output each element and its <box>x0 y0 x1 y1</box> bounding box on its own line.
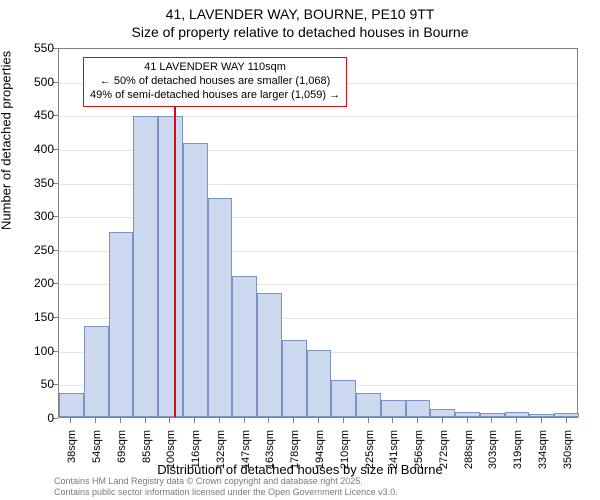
y-tick-label: 550 <box>10 41 54 55</box>
histogram-bar <box>529 414 554 417</box>
histogram-bar <box>84 326 109 417</box>
subject-property-marker <box>174 106 176 417</box>
histogram-bar <box>430 409 455 417</box>
histogram-bar <box>406 400 431 417</box>
annotation-line-smaller: ← 50% of detached houses are smaller (1,… <box>90 75 340 89</box>
x-tick-mark <box>70 418 71 423</box>
y-tick-label: 500 <box>10 75 54 89</box>
x-tick-mark <box>467 418 468 423</box>
x-tick-mark <box>541 418 542 423</box>
chart-title: 41, LAVENDER WAY, BOURNE, PE10 9TT <box>0 6 600 22</box>
x-tick-mark <box>293 418 294 423</box>
histogram-bar <box>208 198 233 417</box>
credit-line-2: Contains public sector information licen… <box>54 487 398 498</box>
histogram-bar <box>455 412 480 417</box>
histogram-bar <box>133 116 158 417</box>
x-tick-mark <box>194 418 195 423</box>
x-tick-mark <box>219 418 220 423</box>
x-axis-label: Distribution of detached houses by size … <box>0 462 600 477</box>
x-tick-mark <box>343 418 344 423</box>
x-tick-mark <box>145 418 146 423</box>
histogram-bar <box>183 143 208 417</box>
x-tick-mark <box>491 418 492 423</box>
histogram-bar <box>381 400 406 417</box>
y-tick-label: 400 <box>10 142 54 156</box>
histogram-bar <box>554 413 579 417</box>
histogram-bar <box>109 232 134 417</box>
y-tick-label: 50 <box>10 377 54 391</box>
y-tick-label: 250 <box>10 243 54 257</box>
histogram-bar <box>307 350 332 417</box>
histogram-bar <box>232 276 257 417</box>
histogram-bar <box>257 293 282 417</box>
y-tick-label: 0 <box>10 411 54 425</box>
x-tick-mark <box>442 418 443 423</box>
y-tick-label: 350 <box>10 176 54 190</box>
x-tick-mark <box>318 418 319 423</box>
x-tick-mark <box>95 418 96 423</box>
annotation-callout: 41 LAVENDER WAY 110sqm← 50% of detached … <box>83 57 347 107</box>
x-tick-mark <box>169 418 170 423</box>
annotation-title: 41 LAVENDER WAY 110sqm <box>90 61 340 75</box>
property-size-histogram: 41, LAVENDER WAY, BOURNE, PE10 9TT Size … <box>0 0 600 500</box>
x-tick-mark <box>417 418 418 423</box>
y-tick-label: 150 <box>10 310 54 324</box>
histogram-bar <box>59 393 84 417</box>
x-tick-mark <box>392 418 393 423</box>
x-tick-mark <box>244 418 245 423</box>
data-credit: Contains HM Land Registry data © Crown c… <box>54 476 398 498</box>
histogram-bar <box>282 340 307 417</box>
y-tick-label: 200 <box>10 276 54 290</box>
y-tick-label: 300 <box>10 209 54 223</box>
x-tick-mark <box>368 418 369 423</box>
histogram-bar <box>505 412 530 417</box>
histogram-bar <box>356 393 381 417</box>
x-tick-mark <box>566 418 567 423</box>
histogram-bar <box>331 380 356 417</box>
x-tick-mark <box>120 418 121 423</box>
annotation-line-larger: 49% of semi-detached houses are larger (… <box>90 89 340 103</box>
histogram-bar <box>158 116 183 417</box>
y-tick-label: 450 <box>10 108 54 122</box>
histogram-bar <box>480 413 505 417</box>
plot-area: 41 LAVENDER WAY 110sqm← 50% of detached … <box>58 48 578 418</box>
y-tick-label: 100 <box>10 344 54 358</box>
x-tick-mark <box>268 418 269 423</box>
x-tick-mark <box>516 418 517 423</box>
chart-subtitle: Size of property relative to detached ho… <box>0 24 600 40</box>
credit-line-1: Contains HM Land Registry data © Crown c… <box>54 476 398 487</box>
